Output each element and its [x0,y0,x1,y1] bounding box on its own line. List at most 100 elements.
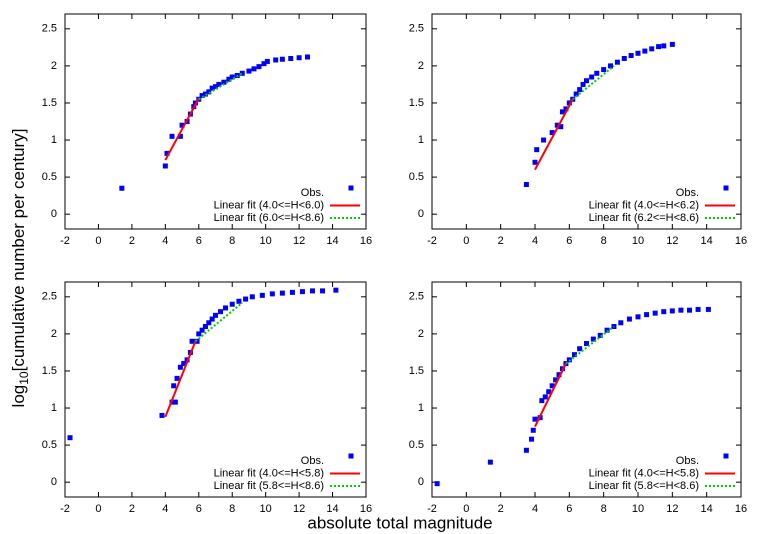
x-tick-label: -2 [427,503,437,515]
legend-label: Obs. [676,187,699,199]
plot-frame [64,13,367,230]
point [628,53,634,59]
y-label-rest: [cumulative number per century] [9,129,28,372]
point [259,292,265,298]
point [199,93,205,99]
point [541,137,547,143]
point [288,55,294,61]
point [554,122,560,128]
point [296,55,302,61]
legend-label: Linear fit (4.0<=H<6.2) [589,199,699,211]
x-tick-label: 0 [95,235,101,247]
point [695,306,701,312]
point [249,294,255,300]
fit-line [534,98,574,171]
point [573,91,579,97]
point [687,307,692,313]
point [529,436,535,442]
point [649,46,655,52]
point [652,310,658,316]
point [559,109,565,115]
point [67,435,73,441]
point [221,79,227,85]
x-tick-label: 4 [532,235,538,247]
point [169,133,175,139]
point [189,338,195,344]
point [206,89,212,95]
point [181,361,187,367]
x-tick-label: 16 [360,503,372,515]
legend-label: Obs. [301,187,324,199]
y-tick-label: 1 [51,134,57,146]
legend-marker [723,453,729,459]
point [542,394,548,400]
point [209,316,215,322]
point [236,298,242,304]
x-tick-label: 2 [129,235,135,247]
y-tick-label: 2 [418,60,424,72]
point [172,399,178,405]
x-tick-label: 10 [632,503,644,515]
y-axis-label: log10[cumulative number per century] [9,129,31,408]
y-tick-label: 1 [51,402,57,414]
point [246,68,252,74]
y-tick-label: 1 [418,402,424,414]
point [289,289,295,295]
x-tick-label: 14 [326,503,338,515]
point [119,185,125,191]
legend-label: Linear fit (4.0<=H<5.8) [589,467,699,479]
point [523,182,529,188]
x-tick-label: 2 [129,503,135,515]
point [179,122,185,128]
x-tick-label: 10 [260,235,272,247]
x-tick-label: 10 [632,235,644,247]
legend-label: Obs. [301,455,324,467]
point [229,74,235,80]
fit-line [534,363,567,428]
point [171,383,177,389]
x-tick-label: 6 [566,235,572,247]
y-label-subscript: 10 [17,371,31,385]
x-tick-label: 12 [666,235,678,247]
plot-frame [431,13,742,230]
y-tick-label: 0.5 [409,439,424,451]
legend-marker [348,185,354,191]
x-tick-label: 8 [601,503,607,515]
plot-frame [64,281,367,498]
plot-frame [431,281,742,498]
point [566,100,572,106]
y-tick-label: 0.5 [42,171,57,183]
point [209,85,215,91]
point [539,398,545,404]
point [199,327,205,333]
y-tick-label: 2.5 [42,291,57,303]
point [223,305,229,311]
point [304,54,310,60]
point [608,63,614,69]
point [251,66,257,72]
legend-label: Obs. [676,455,699,467]
point [580,81,586,87]
x-tick-label: 6 [196,235,202,247]
y-label-log: log [9,385,28,408]
y-tick-label: 1.5 [409,365,424,377]
y-tick-label: 0 [418,208,424,220]
x-tick-label: 14 [701,503,713,515]
x-tick-label: 8 [229,503,235,515]
point [532,159,538,165]
legend-label: Linear fit (4.0<=H<6.0) [214,199,324,211]
legend-label: Linear fit (6.0<=H<8.6) [214,212,324,224]
y-tick-label: 1 [418,134,424,146]
y-tick-label: 0 [418,476,424,488]
y-tick-label: 0.5 [42,439,57,451]
point [669,308,675,314]
y-tick-label: 2.5 [42,23,57,35]
point [194,338,200,344]
legend-label: Linear fit (4.0<=H<5.8) [214,467,324,479]
y-tick-label: 2 [418,328,424,340]
point [213,312,218,318]
point [678,307,684,313]
point [177,133,183,139]
